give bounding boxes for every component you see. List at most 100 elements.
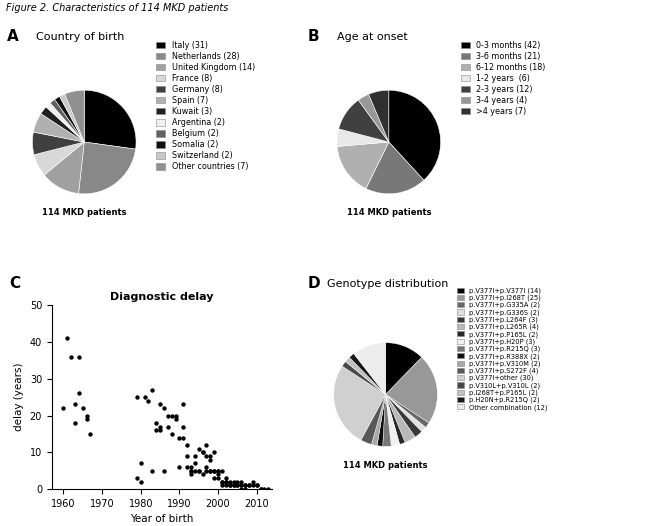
Wedge shape bbox=[84, 90, 136, 149]
Point bbox=[240, 481, 250, 490]
Point bbox=[244, 481, 254, 490]
Wedge shape bbox=[386, 394, 426, 432]
Point bbox=[228, 481, 238, 490]
Point bbox=[232, 481, 242, 490]
Point bbox=[190, 467, 200, 475]
Point bbox=[244, 481, 254, 490]
Text: Genotype distribution: Genotype distribution bbox=[327, 279, 448, 289]
Point bbox=[228, 478, 238, 486]
Point bbox=[205, 467, 216, 475]
Point bbox=[182, 452, 192, 460]
Point bbox=[251, 481, 262, 490]
Point bbox=[178, 400, 189, 409]
Legend: 0-3 months (42), 3-6 months (21), 6-12 months (18), 1-2 years  (6), 2-3 years (1: 0-3 months (42), 3-6 months (21), 6-12 m… bbox=[461, 41, 546, 116]
Wedge shape bbox=[54, 96, 84, 142]
Point bbox=[170, 415, 181, 423]
Text: Country of birth: Country of birth bbox=[36, 32, 124, 42]
Point bbox=[202, 452, 212, 460]
Legend: Italy (31), Netherlands (28), United Kingdom (14), France (8), Germany (8), Spai: Italy (31), Netherlands (28), United Kin… bbox=[156, 41, 255, 171]
Wedge shape bbox=[366, 142, 424, 194]
Point bbox=[251, 481, 262, 490]
Wedge shape bbox=[337, 129, 389, 146]
Point bbox=[213, 470, 223, 479]
Point bbox=[224, 481, 235, 490]
Text: Figure 2. Characteristics of 114 MKD patients: Figure 2. Characteristics of 114 MKD pat… bbox=[6, 3, 229, 13]
Wedge shape bbox=[339, 100, 389, 142]
Point bbox=[228, 481, 238, 490]
Text: Age at onset: Age at onset bbox=[337, 32, 408, 42]
Text: 114 MKD patients: 114 MKD patients bbox=[343, 461, 428, 470]
Wedge shape bbox=[386, 394, 400, 446]
Wedge shape bbox=[65, 90, 84, 142]
Point bbox=[70, 419, 80, 427]
Point bbox=[74, 389, 84, 398]
Point bbox=[236, 478, 246, 486]
Point bbox=[147, 467, 157, 475]
Point bbox=[216, 481, 227, 490]
Wedge shape bbox=[389, 90, 441, 180]
Point bbox=[248, 481, 258, 490]
Point bbox=[220, 474, 231, 482]
Wedge shape bbox=[60, 94, 84, 142]
Wedge shape bbox=[41, 107, 84, 142]
Point bbox=[159, 404, 169, 412]
Point bbox=[182, 463, 192, 471]
Wedge shape bbox=[33, 114, 84, 142]
Point bbox=[151, 426, 161, 434]
Point bbox=[74, 352, 84, 361]
Wedge shape bbox=[46, 103, 84, 142]
Point bbox=[135, 478, 146, 486]
Point bbox=[186, 467, 196, 475]
Point bbox=[240, 481, 250, 490]
Point bbox=[147, 386, 157, 394]
Point bbox=[216, 478, 227, 486]
Wedge shape bbox=[386, 394, 415, 442]
Wedge shape bbox=[354, 342, 386, 394]
Point bbox=[186, 463, 196, 471]
Point bbox=[139, 393, 150, 401]
Point bbox=[202, 441, 212, 449]
Point bbox=[182, 441, 192, 449]
Point bbox=[174, 463, 185, 471]
Point bbox=[178, 433, 189, 442]
Point bbox=[209, 467, 220, 475]
Point bbox=[232, 481, 242, 490]
Wedge shape bbox=[377, 394, 386, 446]
Point bbox=[213, 474, 223, 482]
Point bbox=[159, 467, 169, 475]
Point bbox=[78, 404, 88, 412]
Point bbox=[58, 404, 69, 412]
Text: B: B bbox=[308, 29, 319, 44]
Point bbox=[198, 448, 208, 457]
Point bbox=[151, 419, 161, 427]
Point bbox=[190, 459, 200, 468]
Point bbox=[213, 467, 223, 475]
Legend: p.V377I+p.V377I (14), p.V377I+p.I268T (25), p.V377I+p.G335A (2), p.V377I+p.G336S: p.V377I+p.V377I (14), p.V377I+p.I268T (2… bbox=[457, 287, 548, 411]
Text: C: C bbox=[10, 276, 21, 291]
Point bbox=[209, 448, 220, 457]
Point bbox=[220, 478, 231, 486]
X-axis label: Year of birth: Year of birth bbox=[130, 514, 194, 524]
Point bbox=[205, 467, 216, 475]
Point bbox=[240, 485, 250, 493]
Wedge shape bbox=[386, 342, 422, 394]
Point bbox=[202, 463, 212, 471]
Wedge shape bbox=[383, 394, 391, 447]
Point bbox=[216, 467, 227, 475]
Point bbox=[186, 470, 196, 479]
Point bbox=[86, 430, 96, 438]
Point bbox=[209, 474, 220, 482]
Point bbox=[255, 485, 266, 493]
Point bbox=[132, 474, 142, 482]
Point bbox=[224, 481, 235, 490]
Point bbox=[163, 411, 173, 420]
Point bbox=[82, 411, 92, 420]
Point bbox=[194, 467, 204, 475]
Wedge shape bbox=[386, 357, 437, 423]
Wedge shape bbox=[345, 357, 386, 394]
Point bbox=[224, 478, 235, 486]
Point bbox=[259, 485, 270, 493]
Wedge shape bbox=[349, 353, 386, 394]
Point bbox=[198, 470, 208, 479]
Wedge shape bbox=[386, 394, 422, 437]
